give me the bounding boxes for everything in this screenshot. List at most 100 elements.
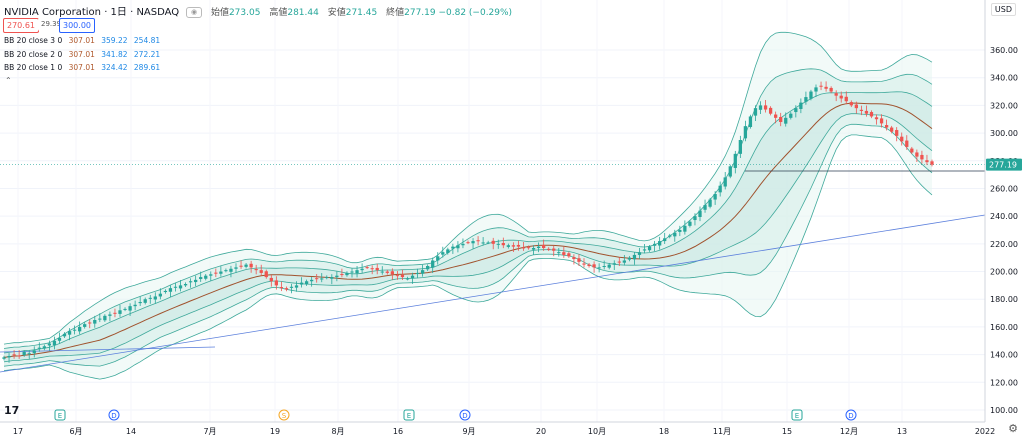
candle (168, 285, 173, 298)
candle (673, 229, 677, 242)
time-tick-label: 19 (270, 427, 280, 436)
candle-body (713, 194, 717, 200)
candle-body (597, 267, 601, 269)
candle (42, 344, 46, 351)
candle-body (163, 290, 168, 293)
candle-body (345, 272, 349, 276)
candle (925, 154, 929, 166)
candle-body (7, 356, 11, 358)
candle (183, 282, 188, 288)
chevron-up-icon[interactable]: ⌃ (5, 76, 12, 85)
symbol-title[interactable]: NVIDIA Corporation · 1日 · NASDAQ (4, 7, 180, 18)
candle-body (688, 221, 692, 226)
candle (12, 350, 16, 359)
candle (526, 245, 531, 250)
candle (910, 146, 914, 155)
eye-icon[interactable]: ◉ (186, 7, 203, 18)
candle (98, 313, 102, 323)
candle (758, 101, 763, 114)
price-tick-label: 160.00 (990, 323, 1018, 332)
indicator-mid: 307.01 (68, 50, 95, 59)
candle (229, 265, 233, 278)
candle-body (37, 347, 41, 349)
candle (214, 268, 218, 278)
ohlc-low-label: 安値 (327, 8, 346, 18)
candle (340, 268, 344, 278)
candle (279, 281, 284, 292)
event-marker-e: E (54, 409, 66, 421)
indicator-legend-bb1[interactable]: BB 20 close 1 0 307.01 324.42 289.61 (4, 63, 160, 72)
time-axis[interactable]: 17 6月 14 7月 19 8月 16 9月 20 10月 18 11月 15 12月 13 2022 (0, 421, 995, 436)
candle (698, 206, 702, 222)
event-marker-d: D (108, 409, 120, 421)
candle-body (809, 91, 813, 99)
candle (249, 260, 253, 273)
candle-body (673, 232, 677, 237)
candle-body (602, 266, 606, 267)
candle-body (587, 264, 591, 266)
indicator-upper: 341.82 (101, 50, 128, 59)
gear-icon[interactable]: ⚙ (1008, 422, 1018, 435)
candle (103, 314, 107, 322)
indicator-lower: 289.61 (133, 63, 161, 72)
candle-body (138, 302, 142, 304)
candle (632, 252, 637, 265)
candle (375, 263, 379, 275)
event-marker-shape (108, 409, 120, 421)
indicator-legend-bb3[interactable]: BB 20 close 3 0 307.01 359.22 254.81 (4, 36, 160, 45)
candle-body (249, 263, 253, 268)
candle (658, 236, 662, 250)
candle (819, 81, 823, 91)
candle (874, 114, 879, 125)
candle (703, 199, 707, 213)
indicator-legend-bb2[interactable]: BB 20 close 2 0 307.01 341.82 272.21 (4, 50, 160, 59)
candle (209, 271, 213, 282)
candle (869, 110, 874, 119)
candle-body (370, 268, 374, 270)
candle (854, 101, 858, 114)
grid (0, 0, 985, 422)
candle-body (506, 245, 510, 247)
candle (194, 275, 198, 287)
candle-body (57, 338, 62, 341)
candle (552, 245, 556, 257)
indicator-mid: 307.01 (68, 63, 95, 72)
candle-body (168, 288, 173, 292)
candle (93, 315, 97, 328)
candle-body (441, 252, 445, 255)
candle (895, 127, 899, 142)
price-tick-label: 200.00 (990, 268, 1018, 277)
candle-body (910, 148, 914, 153)
candle (37, 342, 41, 352)
candle (405, 276, 410, 281)
candle (17, 350, 21, 359)
sell-price-button[interactable]: 270.61 (3, 18, 39, 33)
candle-body (2, 357, 6, 359)
candle-body (264, 271, 268, 278)
candle-body (304, 281, 309, 285)
trendline-main[interactable] (0, 214, 986, 373)
candle (415, 268, 420, 279)
candle-body (647, 246, 652, 251)
candle-body (446, 249, 450, 253)
candles[interactable] (2, 81, 934, 363)
candle-body (415, 272, 420, 275)
candle-body (289, 286, 294, 288)
candle (794, 105, 798, 118)
candle (849, 100, 853, 108)
candle (864, 105, 869, 117)
candle-body (234, 267, 238, 269)
buy-price-button[interactable]: 300.00 (59, 18, 95, 33)
candle-body (315, 278, 319, 280)
candle (32, 346, 36, 358)
price-axis[interactable]: 360.00340.00320.00300.00280.00260.00240.… (984, 0, 1018, 422)
tradingview-logo-icon[interactable]: 17 (4, 404, 20, 417)
candle (224, 268, 228, 273)
candle (355, 266, 359, 278)
currency-selector[interactable]: USD (990, 3, 1016, 16)
candle (385, 269, 389, 275)
candle (299, 277, 304, 288)
candle-body (627, 257, 632, 260)
